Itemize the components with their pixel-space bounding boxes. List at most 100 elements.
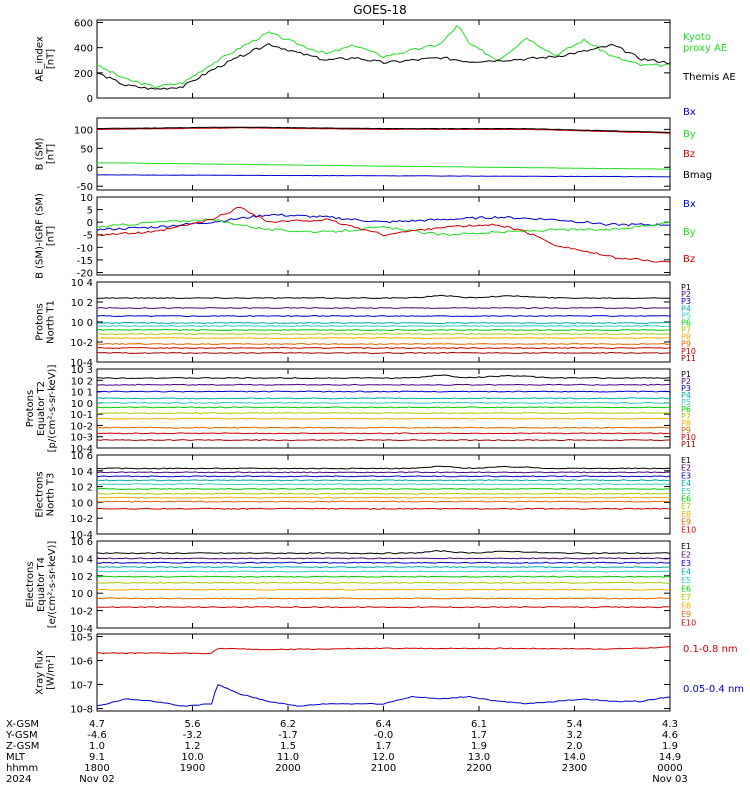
series-line-p10 [96, 432, 670, 435]
legend-entry: E6 [681, 495, 691, 504]
panel-6: 10-4 10-2 10 0 10 2 10 4 10 6 Electrons Equator… [25, 537, 696, 635]
ephemeris-value: Nov 03 [652, 774, 687, 785]
legend-entry: P10 [681, 433, 696, 442]
legend-entry: Bx [683, 199, 696, 210]
legend-entry: P6 [681, 405, 691, 414]
y-tick-label: 10-8 [70, 705, 93, 716]
legend-entry: By [683, 129, 696, 140]
series-line-e4 [96, 479, 671, 482]
y-axis-label: North T3 [46, 473, 57, 517]
y-axis-label: [e/(cm²-s-sr-keV)] [47, 541, 58, 629]
panel-5: 10-4 10-2 10 0 10 2 10 4 10 6 Electrons North T… [35, 451, 697, 541]
ephemeris-value: 1.2 [185, 741, 201, 752]
y-tick-label: 0 [87, 94, 93, 105]
y-axis-label: B (SM) [35, 137, 46, 170]
legend-entry: Bx [683, 107, 696, 118]
y-tick-label: 10 2 [71, 376, 93, 387]
series-line-themis-ae [96, 43, 671, 90]
series-line-0-05-0-4-nm [96, 683, 671, 707]
ephemeris-row-label: Y-GSM [5, 730, 38, 741]
y-tick-label: 10-5 [70, 632, 93, 643]
y-axis-label: Xray flux [35, 650, 46, 695]
y-axis-label: [nT] [46, 144, 57, 164]
panel-frame [96, 281, 671, 363]
legend-entry: P5 [681, 398, 691, 407]
y-tick-label: -15 [77, 256, 93, 267]
y-tick-label: 10 2 [71, 298, 93, 309]
y-axis-label: Electrons [35, 471, 46, 517]
ephemeris-value: 5.4 [567, 719, 583, 730]
y-tick-label: 10 1 [71, 388, 93, 399]
ephemeris-value: 6.2 [280, 719, 296, 730]
series-line-e2 [96, 471, 671, 474]
legend-entry: E4 [681, 479, 691, 488]
y-axis-label: Protons [35, 303, 46, 340]
ephemeris-value: 1.0 [89, 741, 105, 752]
series-line-p9 [96, 426, 671, 429]
ephemeris-table: X-GSMY-GSMZ-GSMMLThhmm20244.7-4.61.09.11… [5, 719, 688, 785]
series-line-bz [96, 207, 671, 263]
series-line-p10 [96, 346, 671, 350]
y-tick-label: 10 2 [71, 483, 93, 494]
legend-entry: P8 [681, 333, 691, 342]
y-tick-label: 10-2 [70, 514, 93, 525]
y-tick-label: -20 [77, 268, 93, 279]
series-line-p5 [97, 401, 671, 404]
y-axis-label: B (SM)-IGRF (SM) [35, 193, 46, 279]
ephemeris-row-label: 2024 [6, 774, 31, 785]
ephemeris-value: 1.9 [662, 741, 678, 752]
series-line-p2 [96, 306, 671, 310]
ephemeris-value: -3.2 [183, 730, 203, 741]
legend-entry: P4 [681, 391, 691, 400]
y-tick-label: 50 [80, 144, 93, 155]
legend-entry: E3 [681, 559, 691, 568]
ephemeris-value: 4.3 [662, 719, 678, 730]
ephemeris-value: 14.9 [659, 752, 681, 763]
legend-entry: P2 [681, 377, 691, 386]
y-tick-label: 10-4 [70, 358, 93, 369]
y-tick-label: 600 [74, 19, 93, 30]
y-tick-label: 10-4 [70, 624, 93, 635]
ephemeris-value: 3.2 [567, 730, 583, 741]
ephemeris-value: 1.7 [471, 730, 487, 741]
legend-entry: E8 [681, 602, 691, 611]
ephemeris-value: 1.7 [376, 741, 392, 752]
series-line-p1 [96, 294, 671, 300]
y-tick-label: 10 0 [71, 318, 93, 329]
ephemeris-value: 4.6 [662, 730, 678, 741]
y-tick-label: 0 [87, 218, 93, 229]
ephemeris-value: 10.0 [181, 752, 203, 763]
series-line-e8 [96, 588, 671, 591]
ephemeris-value: -1.7 [278, 730, 298, 741]
series-line-e1 [96, 550, 671, 555]
legend-entry: E8 [681, 510, 691, 519]
y-tick-label: 10-2 [70, 421, 93, 432]
series-line-e4 [96, 566, 671, 569]
y-tick-label: 0 [87, 163, 93, 174]
legend-entry: P7 [681, 326, 691, 335]
y-tick-label: 10 0 [71, 498, 93, 509]
series-line-by [96, 218, 671, 236]
y-axis-label: [p/(cm²-s-sr-keV)] [47, 365, 58, 453]
legend-entry: E1 [681, 542, 691, 551]
series-line-bx [96, 213, 671, 232]
y-tick-label: 10-1 [70, 410, 93, 421]
legend-entry: 0.05-0.4 nm [683, 684, 744, 695]
y-axis-label: North T1 [46, 300, 57, 344]
legend-entry: E5 [681, 576, 691, 585]
ephemeris-value: 0000 [657, 763, 682, 774]
series-line-e8 [96, 496, 671, 499]
legend-entry: P3 [681, 384, 691, 393]
y-axis-label: [nT] [46, 49, 57, 69]
y-tick-label: 10 0 [71, 589, 93, 600]
ephemeris-value: 2.0 [567, 741, 583, 752]
y-tick-label: 10 2 [71, 572, 93, 583]
y-tick-label: 10-4 [70, 444, 93, 455]
y-tick-label: 5 [87, 206, 93, 217]
y-tick-label: 10 [80, 193, 93, 204]
series-line-e10 [96, 606, 671, 609]
y-tick-label: -50 [77, 182, 93, 193]
ephemeris-value: 5.6 [185, 719, 201, 730]
